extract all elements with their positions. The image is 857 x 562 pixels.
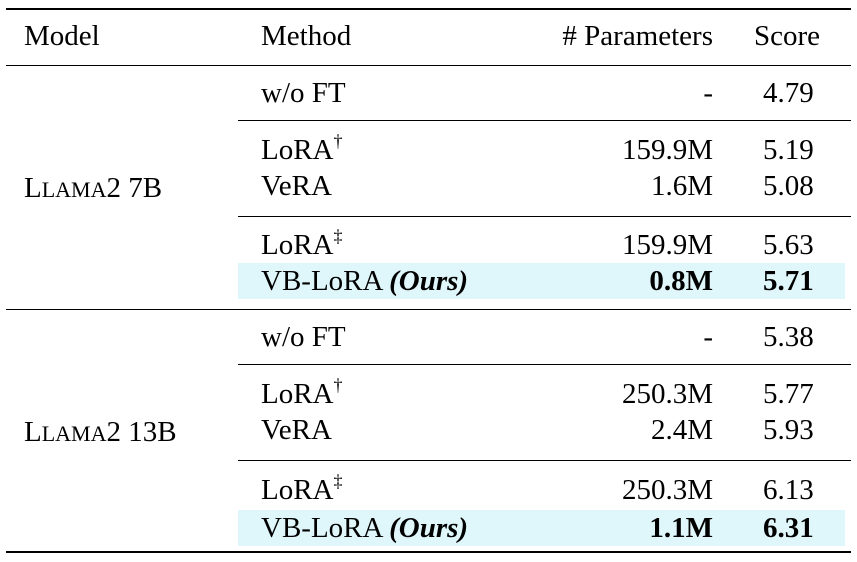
params-cell: 250.3M	[621, 474, 713, 506]
params-cell: -	[703, 77, 713, 109]
header-score: Score	[754, 20, 821, 52]
header-method: Method	[261, 20, 352, 52]
score-cell: 5.77	[763, 378, 814, 410]
results-table: Model Method # Parameters Score LLAMA2 7…	[6, 0, 851, 562]
group-separator-rule	[6, 309, 851, 310]
params-cell: 159.9M	[621, 134, 713, 166]
method-cell: LoRA†	[261, 131, 343, 166]
top-rule	[6, 8, 851, 10]
group1-divider-2	[238, 216, 851, 217]
score-cell: 6.13	[763, 474, 814, 506]
method-cell-ours: VB-LoRA (Ours)	[261, 512, 469, 544]
method-cell: LoRA‡	[261, 471, 343, 506]
score-cell: 5.63	[763, 229, 814, 261]
model-llama2-13b: LLAMA2 13B	[24, 416, 177, 448]
params-cell-best: 1.1M	[649, 512, 713, 544]
params-cell-best: 0.8M	[649, 265, 713, 297]
score-cell: 5.19	[763, 134, 814, 166]
bottom-rule	[6, 551, 851, 553]
header-model: Model	[24, 20, 100, 52]
params-cell: 159.9M	[621, 229, 713, 261]
group2-divider-1	[238, 364, 851, 365]
highlight-ours-row-13b	[238, 510, 845, 546]
method-cell: LoRA†	[261, 375, 343, 410]
group2-divider-2	[238, 460, 851, 461]
method-cell: LoRA‡	[261, 226, 343, 261]
params-cell: 2.4M	[650, 414, 713, 446]
score-cell: 5.38	[763, 321, 814, 353]
highlight-ours-row-7b	[238, 263, 845, 299]
score-cell: 5.08	[763, 170, 814, 202]
method-cell-ours: VB-LoRA (Ours)	[261, 265, 469, 297]
method-cell: w/o FT	[261, 321, 346, 353]
method-cell: w/o FT	[261, 77, 346, 109]
header-params: # Parameters	[562, 20, 713, 52]
group1-divider-1	[238, 120, 851, 121]
params-cell: 250.3M	[621, 378, 713, 410]
score-cell: 4.79	[763, 77, 814, 109]
params-cell: -	[703, 321, 713, 353]
score-cell: 5.93	[763, 414, 814, 446]
method-cell: VeRA	[261, 170, 332, 202]
method-cell: VeRA	[261, 414, 332, 446]
params-cell: 1.6M	[650, 170, 713, 202]
score-cell-best: 5.71	[763, 265, 814, 297]
score-cell-best: 6.31	[763, 512, 814, 544]
header-rule	[6, 65, 851, 66]
model-llama2-7b: LLAMA2 7B	[24, 172, 163, 204]
